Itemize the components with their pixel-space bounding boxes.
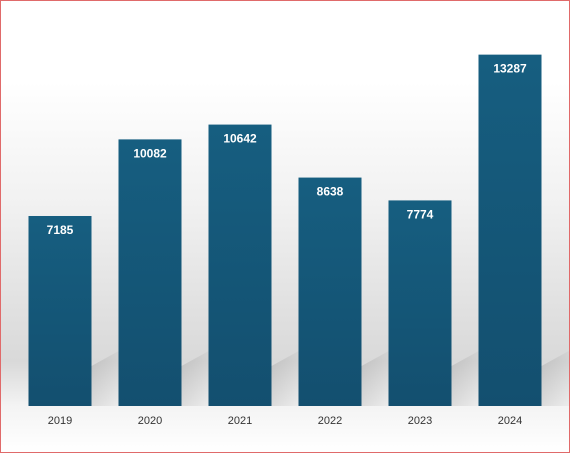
bar-2022[interactable]	[298, 177, 362, 406]
x-tick-label-2019: 2019	[48, 415, 72, 427]
bars-group	[28, 54, 542, 407]
bar-2020[interactable]	[118, 139, 182, 406]
x-tick-label-2022: 2022	[318, 415, 342, 427]
x-tick-label-2023: 2023	[408, 415, 432, 427]
data-label-2021: 10642	[223, 132, 257, 146]
x-tick-label-2021: 2021	[228, 415, 252, 427]
data-label-2020: 10082	[133, 146, 167, 160]
data-label-2024: 13287	[493, 62, 527, 76]
bar-2021[interactable]	[208, 124, 272, 407]
bar-shadow-2024	[541, 350, 569, 406]
data-labels-group: 7185 10082 10642 8638 7774 13287	[47, 62, 527, 237]
bar-2023[interactable]	[388, 200, 452, 406]
data-label-2022: 8638	[317, 185, 344, 199]
x-tick-label-2020: 2020	[138, 415, 162, 427]
x-axis-ticks: 2019 2020 2021 2022 2023 2024	[48, 415, 522, 427]
bar-2024[interactable]	[478, 54, 542, 407]
data-label-2019: 7185	[47, 223, 74, 237]
data-label-2023: 7774	[407, 207, 434, 221]
x-tick-label-2024: 2024	[498, 415, 522, 427]
bar-2019[interactable]	[28, 215, 92, 406]
